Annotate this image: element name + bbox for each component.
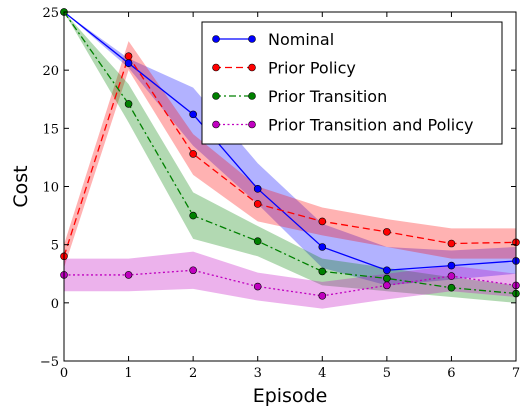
x-axis-label: Episode	[253, 385, 328, 407]
x-tick-label: 1	[124, 366, 132, 381]
legend-marker	[212, 63, 220, 72]
data-point	[447, 239, 456, 248]
data-point	[189, 110, 197, 119]
x-tick-label: 4	[318, 366, 326, 381]
legend-marker	[248, 92, 256, 100]
x-tick-label: 6	[447, 366, 455, 381]
series-lines	[63, 11, 517, 297]
legend-label: Nominal	[268, 30, 334, 49]
legend-marker	[212, 92, 220, 100]
confidence-band	[64, 251, 516, 309]
data-point	[253, 237, 262, 245]
data-point	[447, 261, 456, 270]
axis-ticks	[63, 11, 517, 362]
data-point	[318, 217, 327, 226]
legend-label: Prior Policy	[268, 59, 356, 78]
data-point	[189, 266, 197, 275]
legend-marker	[212, 120, 220, 129]
x-tick-label: 7	[512, 366, 520, 381]
data-point	[124, 100, 133, 108]
data-point	[189, 150, 197, 158]
confidence-bands	[64, 12, 516, 309]
confidence-band	[64, 12, 516, 286]
legend-marker	[248, 63, 256, 72]
x-tick-label: 2	[189, 366, 197, 381]
x-tick-label: 3	[254, 366, 262, 381]
data-point	[253, 200, 262, 208]
y-tick-label: 10	[42, 181, 59, 196]
data-point	[383, 274, 391, 283]
data-point	[318, 243, 327, 251]
x-tick-label: 5	[383, 366, 391, 381]
y-tick-label: 5	[51, 239, 59, 254]
legend: Nominal Prior Policy Prior Transition Prior…	[201, 21, 503, 145]
confidence-band	[64, 12, 516, 303]
data-point	[124, 52, 133, 61]
data-point	[124, 271, 133, 279]
data-point	[383, 281, 391, 290]
legend-label: Prior Transition	[268, 87, 387, 106]
data-point	[253, 282, 262, 291]
series-line	[63, 11, 517, 295]
data-point	[383, 228, 391, 236]
series-line	[63, 11, 517, 271]
legend-marker	[248, 35, 256, 43]
data-point	[189, 211, 197, 220]
data-point	[318, 292, 327, 300]
y-tick-label: 20	[42, 64, 59, 79]
data-point	[383, 266, 391, 275]
data-point	[318, 267, 327, 276]
y-axis-label: Cost	[10, 165, 32, 207]
series-line	[63, 54, 517, 257]
y-tick-label: 15	[42, 122, 59, 137]
x-tick-label: 0	[60, 366, 68, 381]
data-point	[447, 283, 456, 292]
legend-marker	[212, 35, 220, 43]
data-point	[124, 59, 133, 67]
data-point	[253, 185, 262, 193]
y-tick-label: −5	[40, 355, 59, 370]
legend-marker	[248, 120, 256, 129]
y-tick-label: 25	[42, 6, 59, 21]
confidence-band	[64, 41, 516, 268]
data-point	[447, 272, 456, 280]
legend-label: Prior Transition and Policy	[268, 116, 474, 135]
y-tick-label: 0	[51, 297, 59, 312]
